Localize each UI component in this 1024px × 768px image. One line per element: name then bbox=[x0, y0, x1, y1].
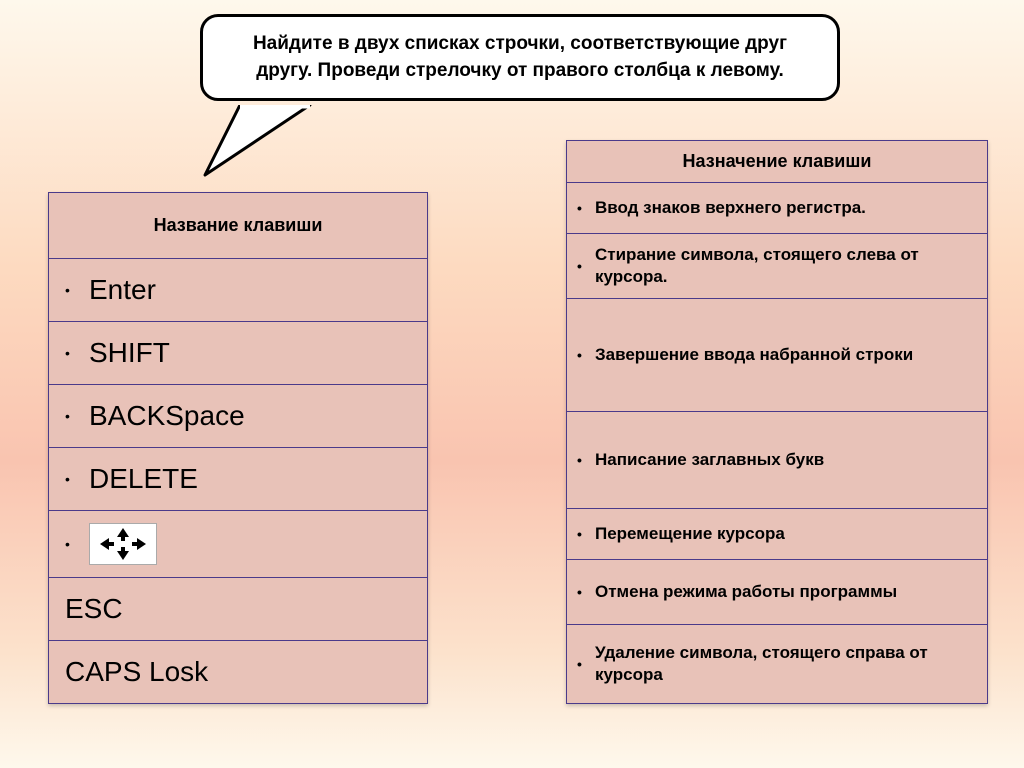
table-row[interactable]: SHIFT bbox=[49, 322, 427, 385]
table-row[interactable]: ESC bbox=[49, 578, 427, 641]
instruction-text: Найдите в двух списках строчки, соответс… bbox=[253, 33, 787, 81]
function-label: Отмена режима работы программы bbox=[595, 581, 897, 603]
balloon-tail-icon bbox=[200, 105, 320, 185]
key-label: SHIFT bbox=[89, 337, 170, 369]
table-row[interactable]: Перемещение курсора bbox=[567, 509, 987, 560]
key-label: ESC bbox=[65, 593, 123, 625]
arrow-keys-icon bbox=[89, 523, 157, 565]
function-label: Удаление символа, стоящего справа от кур… bbox=[595, 642, 973, 686]
key-functions-table: Назначение клавиши Ввод знаков верхнего … bbox=[566, 140, 988, 704]
function-label: Перемещение курсора bbox=[595, 523, 785, 545]
table-row[interactable]: Enter bbox=[49, 259, 427, 322]
table-row[interactable]: DELETE bbox=[49, 448, 427, 511]
instruction-balloon: Найдите в двух списках строчки, соответс… bbox=[200, 14, 840, 101]
key-label: Enter bbox=[89, 274, 156, 306]
table-row[interactable]: Завершение ввода набранной строки bbox=[567, 299, 987, 412]
function-label: Ввод знаков верхнего регистра. bbox=[595, 197, 866, 219]
function-label: Стирание символа, стоящего слева от курс… bbox=[595, 244, 973, 288]
function-label: Написание заглавных букв bbox=[595, 449, 824, 471]
key-label: BACKSpace bbox=[89, 400, 245, 432]
table-row[interactable]: Отмена режима работы программы bbox=[567, 560, 987, 625]
table-row[interactable]: BACKSpace bbox=[49, 385, 427, 448]
table-row[interactable]: Написание заглавных букв bbox=[567, 412, 987, 509]
table-row[interactable]: Стирание символа, стоящего слева от курс… bbox=[567, 234, 987, 299]
table-row[interactable]: CAPS Losk bbox=[49, 641, 427, 703]
key-functions-header: Назначение клавиши bbox=[567, 141, 987, 183]
key-names-header: Название клавиши bbox=[49, 193, 427, 259]
key-label: DELETE bbox=[89, 463, 198, 495]
table-row[interactable]: Удаление символа, стоящего справа от кур… bbox=[567, 625, 987, 703]
key-names-table: Название клавиши Enter SHIFT BACKSpace D… bbox=[48, 192, 428, 704]
table-row[interactable]: Ввод знаков верхнего регистра. bbox=[567, 183, 987, 234]
function-label: Завершение ввода набранной строки bbox=[595, 344, 913, 366]
key-label: CAPS Losk bbox=[65, 656, 208, 688]
table-row[interactable] bbox=[49, 511, 427, 578]
